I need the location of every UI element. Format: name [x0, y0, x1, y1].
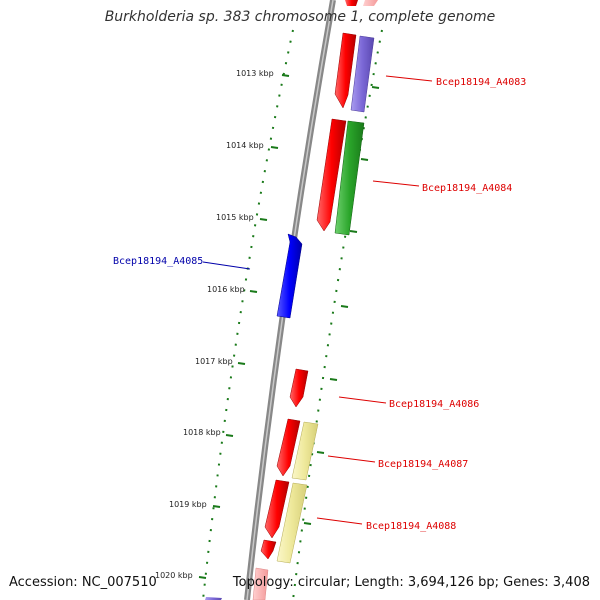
ruler-tick: [371, 86, 380, 89]
label-leader: [372, 180, 420, 187]
ruler-tick: [225, 434, 234, 437]
gene-arrow-a4085[interactable]: [276, 233, 303, 319]
label-leader: [316, 517, 363, 525]
gene-label-a4084[interactable]: Bcep18194_A4084: [422, 183, 512, 194]
gene-arrow-partial[interactable]: [363, 0, 378, 6]
ruler-tick-label: 1016 kbp: [207, 285, 245, 294]
ruler-arc-left: [202, 29, 294, 600]
ruler-arc-right: [292, 29, 383, 600]
ruler-tick: [237, 362, 246, 365]
ruler-tick: [270, 146, 279, 149]
label-leader: [327, 455, 376, 463]
ruler-tick-label: 1014 kbp: [226, 141, 264, 150]
ruler-tick-label: 1018 kbp: [183, 428, 221, 437]
gene-label-a4083[interactable]: Bcep18194_A4083: [436, 77, 526, 88]
gene-arrow-a4084[interactable]: [316, 118, 347, 232]
label-leader: [338, 396, 387, 404]
gene-arrow-partial[interactable]: [345, 0, 358, 6]
ruler-tick-label: 1015 kbp: [216, 213, 254, 222]
ruler-tick: [259, 218, 268, 221]
ruler-tick-label: 1019 kbp: [169, 500, 207, 509]
cog-bar-a4088[interactable]: [276, 482, 308, 564]
gene-label-a4088[interactable]: Bcep18194_A4088: [366, 521, 456, 532]
gene-label-a4086[interactable]: Bcep18194_A4086: [389, 399, 479, 410]
ruler-tick: [340, 305, 349, 308]
label-leader: [385, 75, 433, 82]
ruler-tick: [349, 230, 358, 233]
accession-text: Accession: NC_007510: [9, 575, 157, 590]
gene-arrow-a4086[interactable]: [289, 368, 309, 408]
ruler-tick: [281, 74, 290, 77]
ruler-tick: [212, 505, 221, 508]
gene-label-a4085[interactable]: Bcep18194_A4085: [113, 256, 203, 267]
ruler-tick-label: 1017 kbp: [195, 357, 233, 366]
ruler-ticks: [198, 74, 380, 579]
ruler-tick: [198, 576, 207, 579]
gene-arrow-partial[interactable]: [252, 567, 269, 600]
gene-arrow[interactable]: [260, 539, 277, 560]
gene-arrow-a4088[interactable]: [264, 479, 290, 539]
gene-arrow-a4087[interactable]: [276, 418, 301, 477]
genome-summary-text: Topology: circular; Length: 3,694,126 bp…: [232, 575, 590, 590]
ruler-tick-label: 1013 kbp: [236, 69, 274, 78]
gene-arrow-partial[interactable]: [205, 597, 222, 600]
cog-bar-a4084[interactable]: [334, 120, 365, 236]
ruler-tick: [249, 290, 258, 293]
ruler-tick-label: 1020 kbp: [155, 571, 193, 580]
gene-label-a4087[interactable]: Bcep18194_A4087: [378, 459, 468, 470]
label-leader: [202, 261, 251, 270]
cog-bar-a4083[interactable]: [350, 35, 375, 113]
cog-bar-a4087[interactable]: [291, 421, 319, 481]
ruler-tick: [360, 158, 369, 161]
ruler-tick: [329, 378, 338, 381]
ruler-tick: [303, 522, 312, 525]
gene-arrow-a4083[interactable]: [334, 32, 357, 109]
map-title: Burkholderia sp. 383 chromosome 1, compl…: [104, 9, 496, 25]
ruler-tick: [316, 451, 325, 454]
